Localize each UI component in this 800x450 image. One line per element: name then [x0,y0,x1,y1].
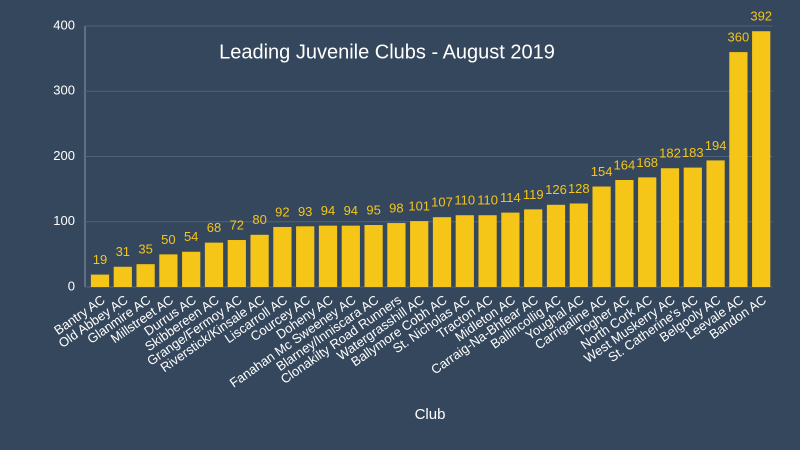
bar [250,234,269,287]
bar [432,217,452,287]
y-tick-label: 300 [53,83,75,98]
value-label: 194 [705,138,727,153]
bar [501,212,520,287]
bar [569,203,588,287]
value-label: 68 [207,220,221,235]
value-label: 35 [138,242,152,257]
bar [638,177,657,287]
bar [615,179,634,287]
value-label: 101 [408,199,430,214]
bar [592,186,611,287]
bar [410,221,429,287]
value-label: 94 [321,203,335,218]
bar [227,240,246,287]
value-label: 119 [523,187,544,202]
value-label: 107 [431,195,453,210]
value-label: 182 [659,146,681,161]
bar [683,167,702,287]
value-label: 31 [116,244,130,259]
bar [524,209,543,287]
value-label: 19 [93,252,107,267]
value-label: 92 [275,204,289,219]
value-label: 164 [614,157,636,172]
bar [113,266,132,287]
value-label: 54 [184,229,198,244]
bar [136,264,155,287]
y-tick-label: 400 [53,17,75,32]
value-label: 110 [454,193,475,208]
value-label: 80 [252,212,266,227]
bar [341,225,360,287]
y-tick-label: 200 [53,148,75,163]
bar [364,225,383,287]
bar [478,215,497,287]
value-label: 110 [477,193,498,208]
bar [90,274,110,287]
bar [159,254,178,287]
x-axis-title: Club [415,406,446,423]
value-label: 98 [389,200,403,215]
bar [318,225,338,287]
value-label: 360 [728,30,750,45]
bar [729,52,748,287]
bar [204,242,224,287]
value-label: 72 [230,217,244,232]
bar [455,215,474,287]
value-label: 154 [591,164,613,179]
bar [273,226,292,287]
value-label: 94 [344,203,358,218]
bar [387,223,406,287]
chart-title: Leading Juvenile Clubs - August 2019 [219,41,555,63]
y-tick-label: 0 [68,278,75,293]
bar [706,160,725,287]
value-label: 168 [636,155,658,170]
y-tick-label: 100 [53,213,75,228]
bar [182,251,201,287]
bar [296,226,315,287]
value-label: 128 [568,181,590,196]
value-label: 50 [161,232,175,247]
value-label: 183 [682,145,704,160]
value-label: 93 [298,204,312,219]
value-label: 95 [366,202,380,217]
value-label: 126 [545,182,567,197]
value-label: 114 [500,190,521,205]
bar [660,168,680,287]
value-label: 392 [750,9,772,24]
bar [546,204,566,287]
bar [752,31,771,287]
